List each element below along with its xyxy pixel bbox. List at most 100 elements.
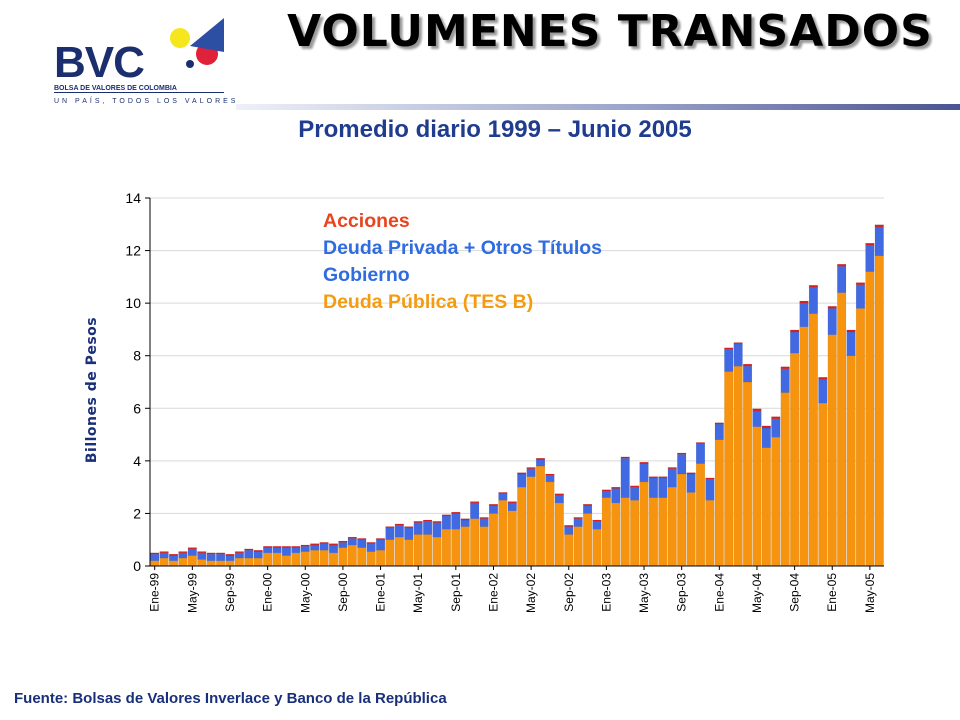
bar-acciones — [733, 342, 743, 345]
y-tick-label: 0 — [133, 558, 141, 574]
bar-acciones — [338, 540, 348, 543]
bar-deuda-privada — [291, 547, 301, 554]
bar-deuda-privada — [413, 522, 423, 535]
x-tick-label: Ene-99 — [148, 573, 162, 612]
bar-acciones — [328, 543, 339, 546]
bar-deuda-privada — [818, 379, 828, 404]
bar-acciones — [225, 553, 235, 556]
logo-slogan: UN PAÍS, TODOS LOS VALORES — [54, 98, 239, 105]
slide-title: VOLUMENES TRANSADOS — [287, 6, 933, 57]
bar-acciones — [498, 492, 508, 494]
bar-tes — [178, 557, 188, 567]
bar-tes — [855, 308, 866, 567]
bar-deuda-privada — [583, 505, 593, 514]
bar-acciones — [357, 538, 367, 540]
bar-acciones — [470, 501, 480, 504]
bar-tes — [658, 497, 668, 567]
bar-acciones — [554, 493, 564, 496]
bar-deuda-privada — [385, 527, 395, 540]
bar-acciones — [413, 521, 423, 523]
bar-acciones — [319, 542, 329, 544]
bar-tes — [545, 481, 555, 567]
bar-acciones — [441, 514, 451, 517]
bar-acciones — [310, 543, 320, 546]
bar-tes — [423, 534, 433, 567]
bar-deuda-privada — [197, 552, 207, 560]
bar-deuda-privada — [648, 477, 658, 498]
bar-tes — [648, 497, 658, 567]
bar-deuda-privada — [357, 539, 367, 548]
bar-tes — [376, 550, 386, 567]
bar-acciones — [818, 377, 828, 380]
bar-acciones — [573, 517, 583, 519]
bar-tes — [479, 526, 489, 567]
legend-acciones: Acciones — [323, 210, 410, 232]
bar-deuda-privada — [573, 518, 583, 527]
bar-tes — [564, 534, 574, 567]
bar-deuda-privada — [677, 454, 687, 475]
bar-tes — [573, 526, 583, 567]
bar-acciones — [488, 504, 499, 506]
x-tick-label: Sep-04 — [788, 573, 802, 612]
bar-deuda-privada — [328, 544, 339, 554]
bar-deuda-privada — [451, 513, 461, 530]
bar-tes — [385, 539, 395, 567]
bar-deuda-privada — [300, 546, 310, 552]
bar-tes — [846, 355, 856, 567]
bar-tes — [865, 271, 875, 567]
bar-acciones — [846, 329, 856, 333]
bar-acciones — [592, 519, 602, 522]
bar-deuda-privada — [855, 284, 866, 309]
x-tick-label: Ene-03 — [599, 573, 613, 612]
x-tick-label: May-02 — [524, 573, 538, 613]
bar-acciones — [404, 526, 414, 529]
bar-acciones — [564, 525, 574, 527]
bar-deuda-privada — [592, 521, 602, 530]
plot-background — [150, 198, 884, 566]
bar-tes — [611, 502, 621, 567]
bar-tes — [790, 352, 800, 567]
bar-deuda-privada — [178, 552, 188, 559]
bar-acciones — [601, 489, 611, 492]
bar-acciones — [658, 476, 668, 479]
bar-tes — [263, 552, 273, 567]
bar-acciones — [865, 243, 875, 246]
bar-tes — [667, 486, 677, 567]
logo-blue-shape — [190, 18, 224, 52]
bar-deuda-privada — [404, 527, 414, 540]
bar-deuda-privada — [168, 555, 179, 561]
bar-acciones — [535, 458, 546, 460]
bar-deuda-privada — [441, 515, 451, 530]
bar-tes — [818, 402, 828, 567]
bar-acciones — [667, 467, 677, 469]
bvc-logo: BVC BOLSA DE VALORES DE COLOMBIA UN PAÍS… — [40, 18, 240, 105]
bar-tes — [733, 366, 743, 567]
bar-tes — [535, 465, 546, 567]
bar-acciones — [263, 546, 273, 548]
bar-tes — [724, 371, 734, 567]
bar-tes — [592, 529, 602, 567]
bar-acciones — [780, 366, 790, 370]
bar-tes — [686, 492, 696, 567]
bar-tes — [319, 550, 329, 567]
bar-tes — [526, 476, 536, 567]
bar-acciones — [545, 473, 555, 476]
bar-tes — [554, 502, 564, 567]
bar-acciones — [648, 476, 658, 479]
bar-deuda-privada — [827, 308, 837, 335]
bar-tes — [583, 513, 593, 567]
bar-tes — [761, 447, 771, 567]
bar-tes — [695, 463, 706, 567]
x-tick-label: May-00 — [298, 573, 312, 613]
bar-acciones — [714, 422, 724, 425]
x-tick-label: May-05 — [863, 573, 877, 613]
bar-deuda-privada — [517, 473, 527, 488]
bar-deuda-privada — [253, 551, 263, 559]
bar-deuda-privada — [695, 443, 706, 464]
bar-tes — [432, 536, 442, 567]
bar-acciones — [526, 467, 536, 469]
bar-tes — [620, 497, 630, 567]
bar-tes — [404, 539, 414, 567]
bar-tes — [714, 439, 724, 567]
